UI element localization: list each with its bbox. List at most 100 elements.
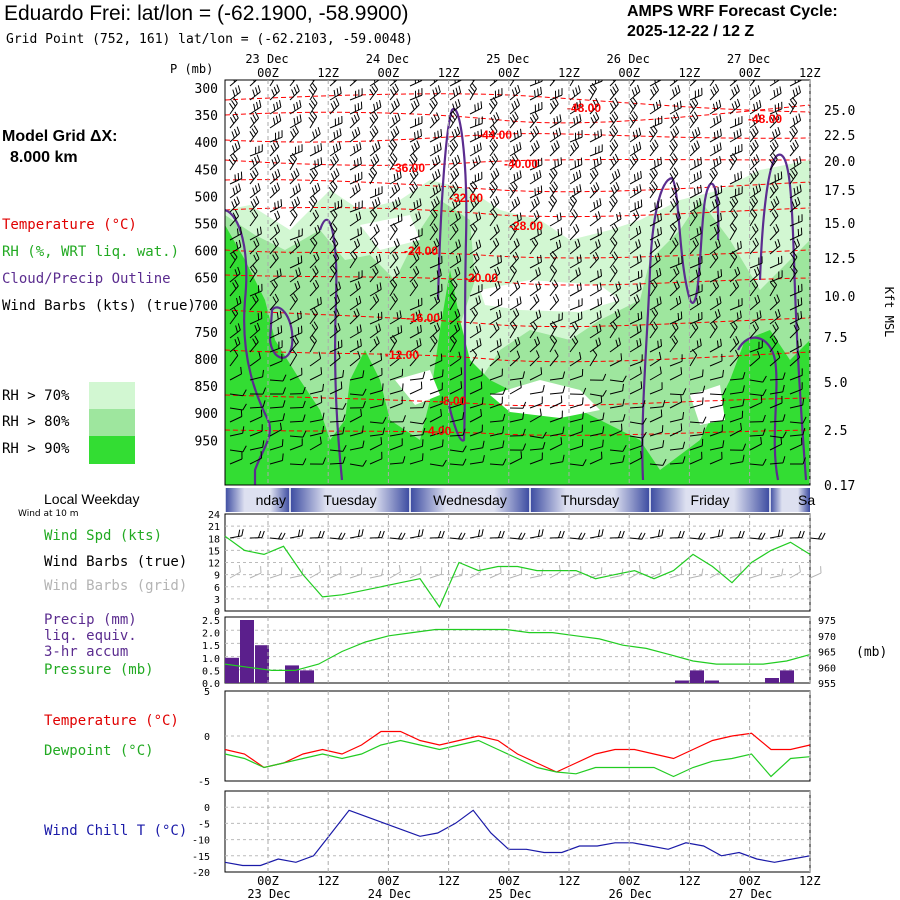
wind-barb-feather xyxy=(240,226,242,234)
wind-barb-feather xyxy=(776,88,779,96)
wind-barb-feather xyxy=(342,456,346,464)
wind-barb-feather xyxy=(493,80,496,83)
wind-barb xyxy=(429,360,443,367)
wind-barb-feather xyxy=(393,240,398,248)
wind-barb-feather xyxy=(473,307,479,314)
wind-barb-feather xyxy=(317,158,319,166)
wind-barb-feather xyxy=(402,456,406,464)
wind-barb-feather xyxy=(231,100,236,107)
wind-barb-feather xyxy=(660,339,662,347)
wind-barb-feather xyxy=(242,403,247,411)
wind-barb-feather xyxy=(760,436,762,445)
wind-barb-feather xyxy=(770,201,775,208)
wind-barb-feather xyxy=(232,282,237,289)
wind-barb xyxy=(609,188,620,199)
wind-barb-feather xyxy=(437,312,440,320)
wind-barb-feather xyxy=(713,167,718,174)
wind-barb-feather xyxy=(680,367,683,375)
wind-barb-feather xyxy=(637,84,641,92)
wind-barb-feather xyxy=(356,308,360,316)
wind-barb-feather xyxy=(376,284,379,292)
wind-barb-feather xyxy=(662,458,667,466)
wind-barb-feather xyxy=(228,159,234,166)
wind-barb-feather xyxy=(733,209,738,216)
wind-barb xyxy=(329,388,343,395)
wind-barb-feather xyxy=(282,400,286,408)
y-tick-label: 1.0 xyxy=(202,654,220,665)
wind-barb-feather xyxy=(396,266,400,274)
wind-barb-feather xyxy=(673,268,678,276)
wind-barb-feather xyxy=(730,324,736,331)
wind-barb xyxy=(309,373,322,381)
wind-barb-feather xyxy=(490,212,496,219)
wind-barb-feather xyxy=(434,296,438,304)
wind-barb xyxy=(449,403,463,409)
wind-barb-feather xyxy=(775,223,780,231)
wind-barb-feather xyxy=(411,170,417,177)
wind-barb-feather xyxy=(357,126,361,134)
wind-barb xyxy=(789,328,800,339)
wind-barb-feather xyxy=(351,117,355,125)
wind-barb xyxy=(329,228,338,241)
wind-barb-feather xyxy=(650,89,655,96)
wind-barb-feather xyxy=(720,212,722,220)
wind-barb-feather xyxy=(654,139,659,147)
wind-barb-feather xyxy=(314,160,316,168)
wind-barb xyxy=(589,173,599,185)
wind-barb xyxy=(709,315,721,325)
wind-barb-feather xyxy=(516,350,521,358)
wind-barb xyxy=(629,435,643,439)
wind-barb xyxy=(249,446,263,451)
top-time-label: 00Z xyxy=(378,66,400,80)
bottom-time-label: 12Z xyxy=(558,874,580,888)
cloud-outline xyxy=(737,336,780,481)
wind-barb-feather xyxy=(368,172,374,180)
wind-barb-feather xyxy=(802,427,806,435)
wind-barb xyxy=(789,345,802,353)
wind-barb-feather xyxy=(717,239,721,247)
wind-barb-feather xyxy=(454,311,458,318)
wind-barb-feather xyxy=(335,97,340,105)
wind-barb-feather xyxy=(455,255,459,263)
wind-barb-feather xyxy=(637,312,640,321)
wind-barb-feather xyxy=(422,371,426,379)
wind-barb-feather xyxy=(611,142,617,149)
wind-barb-feather xyxy=(433,223,439,230)
wind-barb-feather xyxy=(454,324,458,332)
wind-barb xyxy=(749,443,762,451)
wind-barb-feather xyxy=(492,240,497,248)
wind-barb-feather xyxy=(540,226,542,234)
surface-wind-barb-feather xyxy=(558,530,562,538)
wind-barb-feather xyxy=(413,100,418,108)
wind-barb xyxy=(269,285,278,297)
surface-wind-barb-feather xyxy=(541,528,544,537)
wind-barb-feather xyxy=(736,266,741,274)
wind-barb-feather xyxy=(582,387,587,395)
wind-barb xyxy=(629,261,642,269)
wind-barb-feather xyxy=(297,256,300,265)
wind-barb-feather xyxy=(251,128,257,135)
wind-barb xyxy=(249,457,262,465)
wind-barb xyxy=(629,288,642,297)
wind-barb-feather xyxy=(320,143,323,151)
surface-wind-barb xyxy=(649,535,662,539)
wind-barb-feather xyxy=(654,160,656,168)
wind-barb xyxy=(709,135,722,143)
wind-barb-feather xyxy=(717,196,721,204)
wind-barb xyxy=(389,402,403,409)
wind-barb xyxy=(309,340,317,353)
wind-barb-feather xyxy=(320,367,323,375)
wind-barb-feather xyxy=(639,282,642,290)
wind-barb-feather xyxy=(240,409,243,417)
wind-barb-feather xyxy=(798,85,801,93)
wind-barb-feather xyxy=(259,226,262,234)
wind-barb xyxy=(709,285,719,297)
wind-barb-feather xyxy=(295,185,299,193)
wind-barb-feather xyxy=(790,254,796,261)
wind-barb-feather xyxy=(751,226,757,233)
wind-barb xyxy=(569,463,583,467)
wind-barb xyxy=(329,270,338,283)
wind-barb-feather xyxy=(502,387,507,395)
wind-barb xyxy=(229,273,241,283)
wind-barb-feather xyxy=(282,453,284,461)
